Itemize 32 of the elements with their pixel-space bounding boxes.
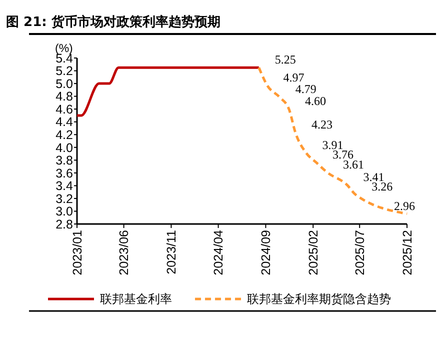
chart-title: 图 21: 货币市场对政策利率趋势预期	[6, 14, 220, 30]
y-tick-label: 3.6	[56, 166, 74, 180]
x-tick-label: 2025/07	[352, 230, 367, 276]
data-label: 4.60	[304, 94, 326, 108]
y-axis-title: (%)	[55, 43, 74, 55]
y-tick-label: 5.0	[56, 76, 74, 91]
data-label: 4.97	[283, 70, 304, 84]
data-label: 3.26	[372, 180, 393, 194]
x-tick-label: 2024/09	[259, 230, 274, 276]
y-tick-label: 3.8	[56, 154, 74, 168]
x-tick-label: 2023/06	[117, 230, 132, 276]
x-tick-label: 2023/11	[164, 230, 179, 274]
y-tick-label: 3.4	[56, 179, 74, 194]
y-tick-label: 4.2	[56, 128, 74, 142]
data-label: 4.79	[295, 82, 316, 96]
data-label: 5.25	[274, 52, 296, 67]
data-label: 4.23	[311, 118, 332, 132]
legend-label: 联邦基金利率期货隐含趋势	[247, 292, 391, 306]
y-tick-label: 4.4	[56, 115, 74, 130]
y-tick-label: 2.8	[56, 217, 74, 232]
x-tick-label: 2024/04	[212, 230, 226, 276]
y-tick-label: 3.0	[56, 204, 74, 219]
y-tick-label: 3.2	[56, 192, 74, 206]
y-tick-label: 4.0	[56, 140, 74, 155]
data-label: 2.96	[394, 198, 415, 213]
x-tick-label: 2025/02	[306, 230, 320, 276]
y-tick-label: 4.8	[56, 90, 74, 104]
y-tick-label: 4.6	[56, 102, 74, 116]
x-tick-label: 2023/01	[70, 230, 84, 276]
y-tick-label: 5.2	[56, 64, 74, 78]
legend-label: 联邦基金利率	[100, 292, 172, 306]
x-tick-label: 2025/12	[400, 230, 414, 276]
